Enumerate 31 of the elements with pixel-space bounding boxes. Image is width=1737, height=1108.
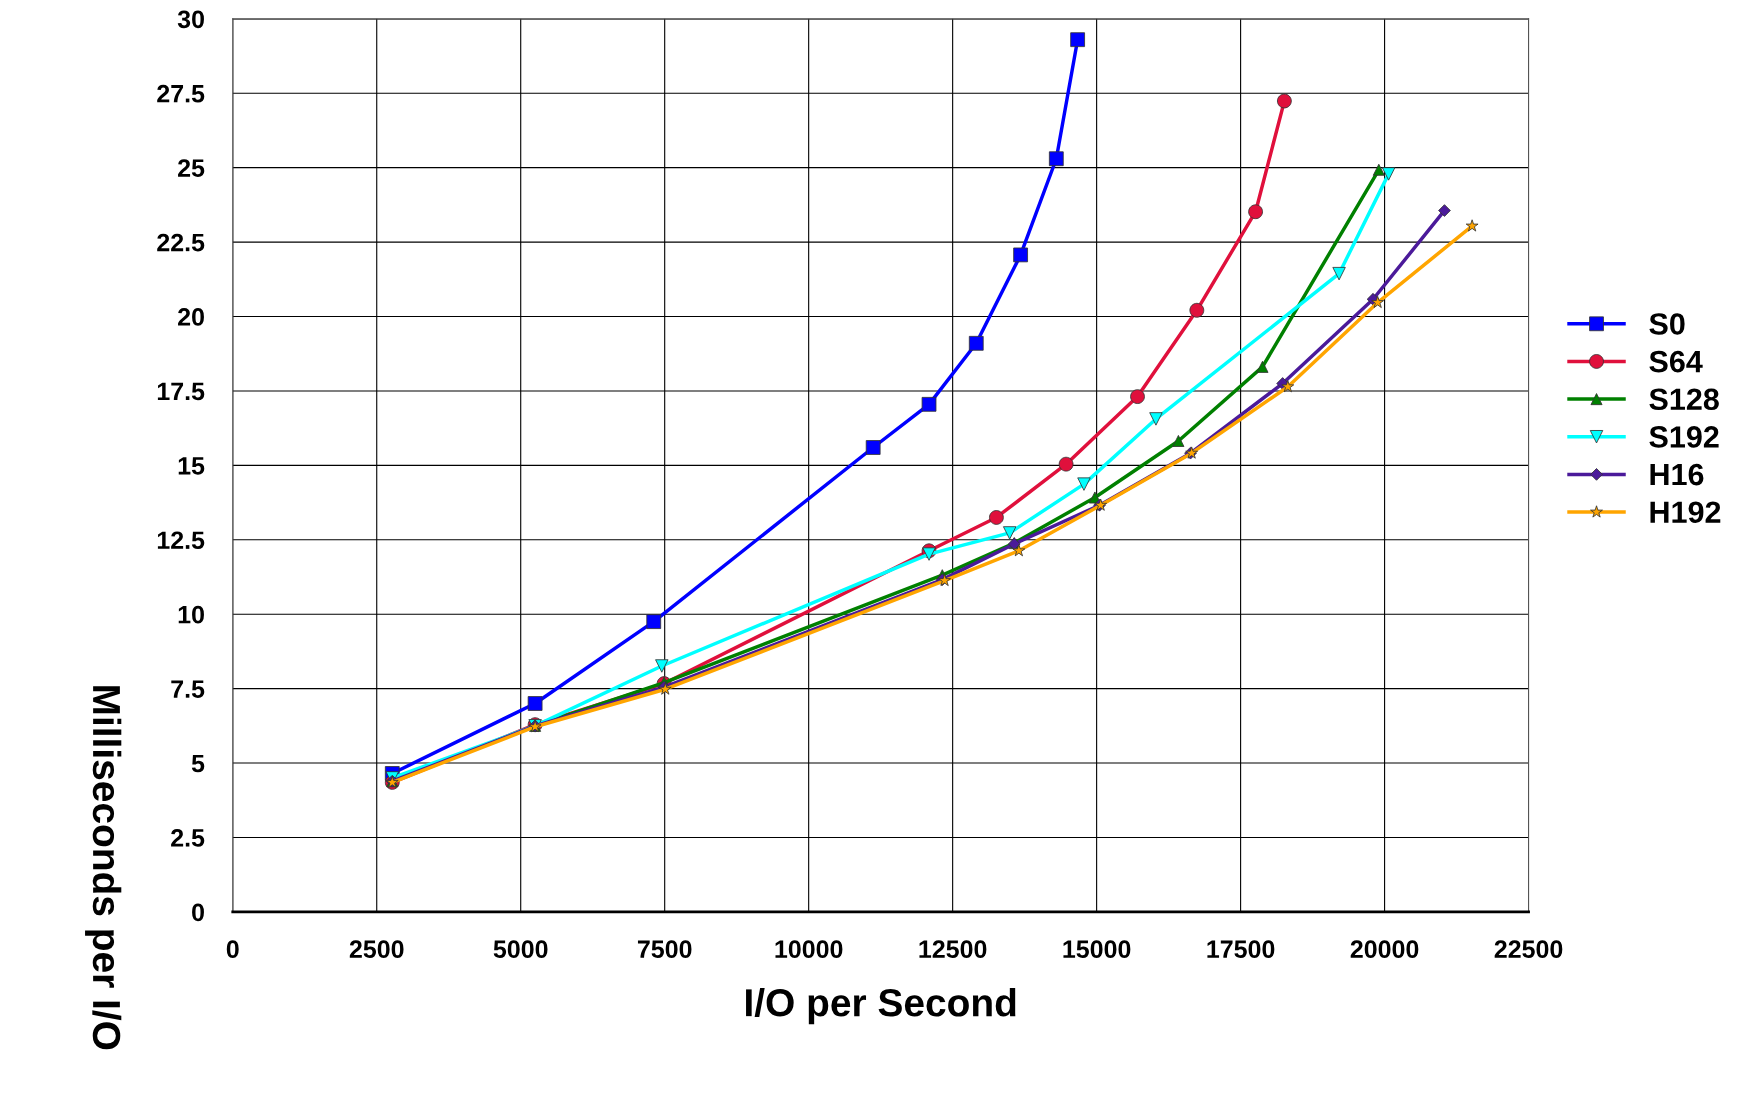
- y-tick-label: 17.5: [157, 382, 205, 401]
- legend-label: S128: [1649, 388, 1719, 411]
- x-tick-label: 22500: [1494, 940, 1563, 959]
- x-tick-label: 17500: [1207, 940, 1275, 959]
- legend-label: S64: [1649, 350, 1703, 373]
- y-tick-label: 27.5: [157, 84, 205, 103]
- x-tick-label: 0: [226, 940, 239, 959]
- y-tick-label: 30: [177, 10, 204, 29]
- x-tick-label: 15000: [1063, 940, 1131, 959]
- x-axis-title: I/O per Second: [746, 987, 1016, 1025]
- y-tick-label: 7.5: [171, 680, 205, 698]
- x-tick-label: 20000: [1350, 940, 1419, 959]
- legend-label: H192: [1650, 501, 1721, 524]
- x-tick-label: 7500: [637, 940, 692, 959]
- y-axis-title: Milliseconds per I/O: [85, 686, 122, 1050]
- y-tick-label: 10: [178, 605, 204, 624]
- y-tick-label: 15: [178, 457, 205, 475]
- x-tick-label: 2500: [349, 940, 404, 959]
- legend-label: S192: [1649, 426, 1719, 448]
- x-tick-label: 5000: [493, 940, 548, 959]
- y-tick-label: 25: [178, 159, 205, 177]
- x-tick-label: 12500: [919, 940, 987, 959]
- y-tick-label: 20: [178, 308, 204, 326]
- legend-label: H16: [1650, 463, 1704, 486]
- y-tick-label: 5: [191, 754, 205, 773]
- x-tick-label: 10000: [775, 940, 843, 959]
- legend-label: S0: [1649, 313, 1685, 335]
- y-tick-label: 22.5: [157, 233, 205, 252]
- y-tick-label: 0: [192, 903, 204, 922]
- y-tick-label: 2.5: [171, 829, 205, 847]
- y-tick-label: 12.5: [157, 531, 205, 550]
